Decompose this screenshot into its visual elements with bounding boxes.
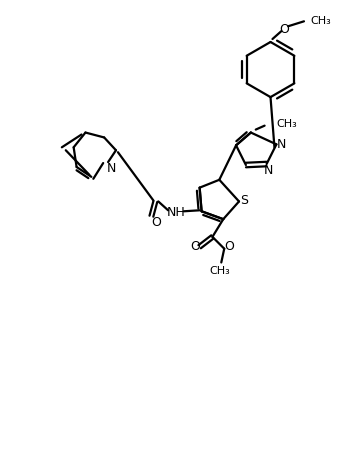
Text: S: S bbox=[240, 194, 248, 207]
Text: N: N bbox=[264, 164, 273, 177]
Text: CH₃: CH₃ bbox=[310, 16, 331, 26]
Text: NH: NH bbox=[167, 205, 185, 218]
Text: N: N bbox=[276, 138, 286, 151]
Text: O: O bbox=[190, 240, 200, 253]
Text: O: O bbox=[152, 215, 161, 228]
Text: O: O bbox=[224, 240, 234, 253]
Text: CH₃: CH₃ bbox=[209, 266, 230, 276]
Text: CH₃: CH₃ bbox=[276, 118, 297, 129]
Text: O: O bbox=[279, 22, 289, 36]
Text: N: N bbox=[106, 162, 116, 175]
